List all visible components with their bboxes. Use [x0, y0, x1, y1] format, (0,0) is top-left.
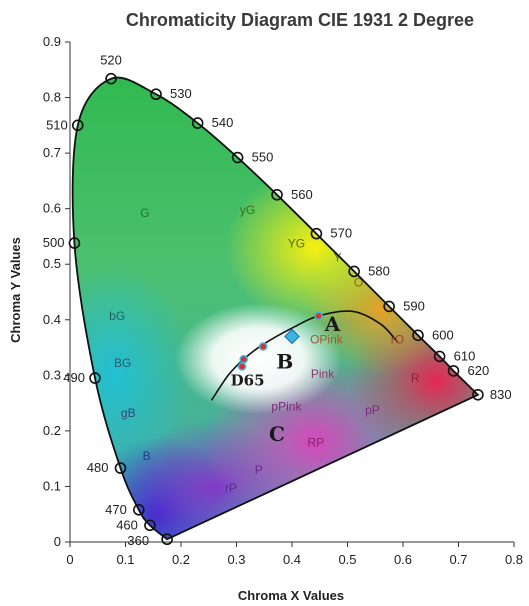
illuminant-label: A: [324, 312, 341, 336]
wavelength-label: 600: [432, 327, 454, 342]
wavelength-label: 540: [212, 115, 234, 130]
wavelength-marker: [68, 237, 81, 249]
wavelength-marker: [447, 365, 460, 377]
region-label: BG: [114, 356, 131, 370]
region-label: bG: [109, 309, 125, 323]
illuminant-point: [237, 362, 247, 371]
wavelength-label: 360: [127, 533, 149, 548]
wavelength-marker: [191, 117, 204, 129]
wavelength-label: 550: [252, 150, 274, 165]
region-label: yG: [240, 203, 255, 217]
x-tick-label: 0.7: [449, 552, 467, 567]
x-tick-label: 0.2: [172, 552, 190, 567]
wavelength-marker: [271, 188, 283, 201]
wavelength-label: 530: [170, 86, 192, 101]
y-tick-label: 0.2: [43, 423, 61, 438]
wavelength-marker: [231, 151, 244, 164]
wavelength-label: 830: [490, 387, 512, 402]
chart-title: Chromaticity Diagram CIE 1931 2 Degree: [126, 10, 474, 30]
planckian-locus-line: [210, 310, 399, 401]
y-tick-label: 0.3: [43, 367, 61, 382]
y-tick-label: 0.4: [43, 312, 61, 327]
illuminant-label: B: [276, 350, 293, 374]
wavelength-marker: [150, 88, 162, 101]
wavelength-marker: [89, 372, 101, 384]
x-tick-label: 0.8: [505, 552, 523, 567]
region-label: pP: [365, 403, 380, 417]
illuminant-point: [239, 354, 248, 364]
y-tick-label: 0.1: [43, 478, 61, 493]
region-label: P: [255, 463, 263, 477]
y-axis-title: Chroma Y Values: [8, 237, 23, 343]
axes: 0 0.1 0.2 0.3 0.4 0.5 0.6 0.7 0.8 0 0.1 0.2 0.3 0.4 0.…: [43, 34, 523, 567]
region-label: R: [411, 371, 420, 385]
region-label: B: [143, 449, 151, 463]
region-label: YG: [288, 237, 305, 251]
y-tick-label: 0.9: [43, 34, 61, 49]
region-label: Y: [334, 250, 342, 264]
x-axis-title: Chroma X Values: [238, 588, 344, 603]
wavelength-marker: [133, 503, 145, 516]
wavelength-marker: [348, 265, 360, 278]
y-tick-label: 0.8: [43, 90, 61, 105]
wavelength-marker: [71, 119, 84, 132]
wavelength-marker: [472, 388, 484, 401]
region-label: gB: [121, 406, 136, 420]
region-label: rO: [391, 333, 404, 347]
wavelength-label: 500: [43, 235, 65, 250]
y-tick-label: 0.5: [43, 256, 61, 271]
wavelength-marker: [114, 462, 127, 474]
wavelength-marker: [310, 227, 323, 240]
region-label: rP: [225, 481, 237, 495]
x-tick-label: 0.5: [338, 552, 356, 567]
wavelength-marker: [161, 533, 173, 546]
wavelength-marker: [144, 519, 156, 532]
wavelength-label: 590: [403, 298, 425, 313]
wavelength-label: 480: [87, 460, 109, 475]
wavelength-label: 580: [368, 263, 390, 278]
wavelength-label: 560: [291, 187, 313, 202]
region-label: RP: [308, 435, 325, 449]
wavelength-marker: [105, 72, 117, 85]
planckian-locus: [210, 310, 399, 401]
illuminant-marker: [284, 328, 300, 345]
illuminant-label: D65: [231, 371, 265, 389]
region-label: Pink: [311, 367, 335, 381]
wavelength-marker: [412, 329, 424, 342]
y-tick-label: 0: [54, 534, 61, 549]
region-label: OPink: [310, 333, 344, 347]
region-label: O: [354, 275, 363, 289]
illuminant-point: [314, 311, 323, 321]
x-tick-label: 0.6: [394, 552, 412, 567]
wavelength-label: 460: [116, 517, 138, 532]
wavelength-label: 470: [105, 502, 127, 517]
wavelength-marker: [383, 300, 395, 313]
wavelength-label: 570: [330, 226, 352, 241]
wavelength-label: 620: [468, 363, 490, 378]
y-tick-label: 0.6: [43, 201, 61, 216]
illuminant-label: C: [269, 422, 285, 446]
x-tick-label: 0.1: [116, 552, 134, 567]
wavelength-label: 520: [100, 53, 122, 68]
wavelength-marker: [433, 350, 446, 363]
x-tick-label: 0.3: [227, 552, 245, 567]
x-tick-label: 0.4: [283, 552, 301, 567]
marked-points: [237, 311, 323, 371]
illuminant-point: [258, 342, 268, 351]
region-label: pPink: [271, 399, 302, 413]
y-tick-label: 0.7: [43, 145, 61, 160]
wavelength-label: 610: [454, 348, 476, 363]
wavelength-label: 510: [46, 117, 68, 132]
wavelength-label: 490: [63, 370, 85, 385]
region-label: G: [140, 206, 149, 220]
annotations: A B D65 C: [231, 312, 341, 446]
x-tick-label: 0: [66, 552, 73, 567]
